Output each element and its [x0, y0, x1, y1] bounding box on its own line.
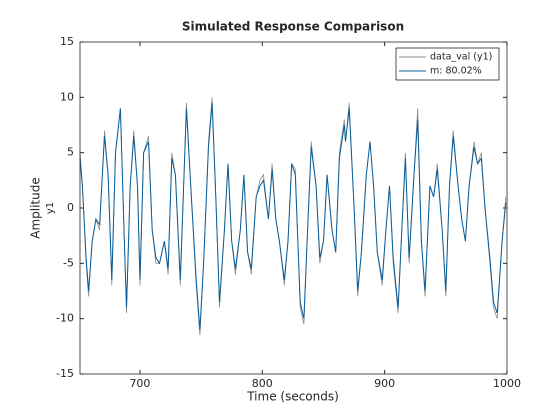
y-tick-label: 10: [60, 90, 74, 103]
y-axis-label: Amplitude: [29, 177, 43, 239]
legend-box: [395, 47, 500, 81]
x-tick-label: 700: [129, 377, 150, 390]
y-tick-label: -15: [56, 367, 74, 380]
axes-box: [79, 41, 508, 375]
y-axis-sublabel: y1: [45, 202, 56, 214]
x-tick-label: 1000: [493, 377, 521, 390]
y-tick-label: 15: [60, 35, 74, 48]
y-tick-label: 0: [67, 201, 74, 214]
plot-area: [80, 42, 507, 374]
y-tick-label: 5: [67, 146, 74, 159]
legend-label: data_val (y1): [430, 52, 492, 63]
x-axis-label: Time (seconds): [246, 390, 339, 404]
series-line: [79, 102, 507, 330]
chart-title: Simulated Response Comparison: [182, 20, 404, 34]
y-tick-label: -5: [63, 256, 74, 269]
y-tick-label: -10: [56, 312, 74, 325]
x-tick-label: 900: [374, 377, 395, 390]
x-tick-label: 800: [252, 377, 273, 390]
legend-label: m: 80.02%: [430, 66, 482, 77]
